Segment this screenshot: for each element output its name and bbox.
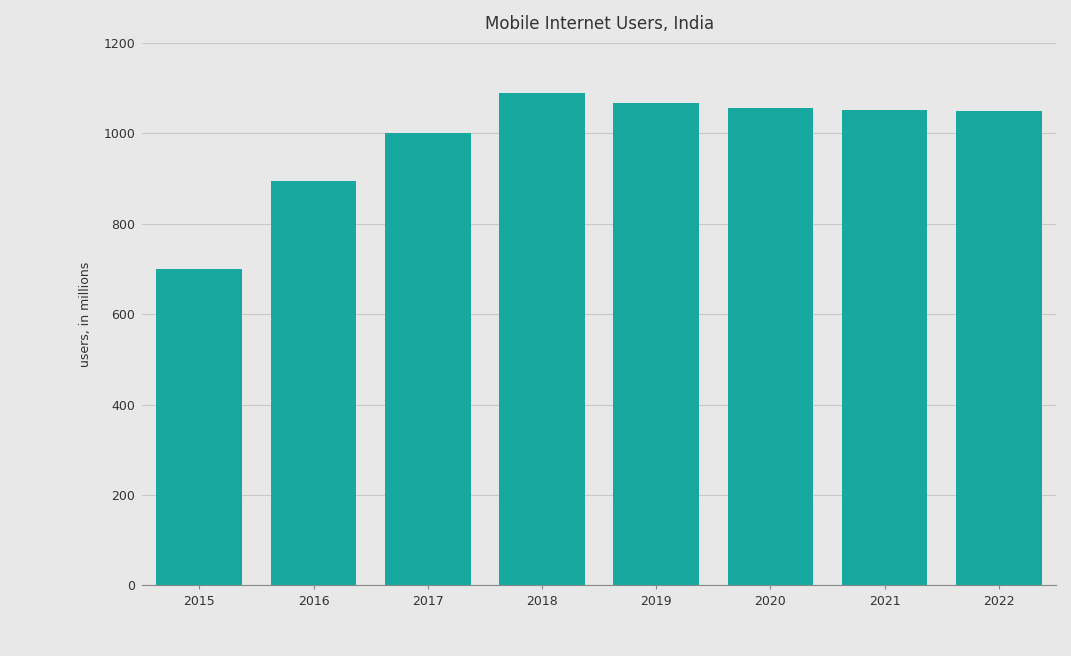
Bar xyxy=(956,111,1042,585)
Bar xyxy=(614,102,699,585)
Y-axis label: users, in millions: users, in millions xyxy=(79,262,92,367)
Bar xyxy=(384,133,470,585)
Title: Mobile Internet Users, India: Mobile Internet Users, India xyxy=(484,15,713,33)
Bar xyxy=(842,110,927,585)
Bar xyxy=(499,92,585,585)
Bar xyxy=(727,108,813,585)
Bar xyxy=(271,181,357,585)
Bar xyxy=(156,269,242,585)
